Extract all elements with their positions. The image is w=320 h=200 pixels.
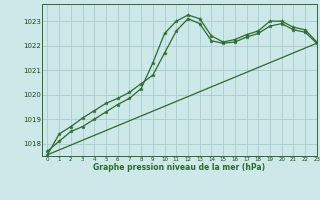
X-axis label: Graphe pression niveau de la mer (hPa): Graphe pression niveau de la mer (hPa) [93,163,265,172]
